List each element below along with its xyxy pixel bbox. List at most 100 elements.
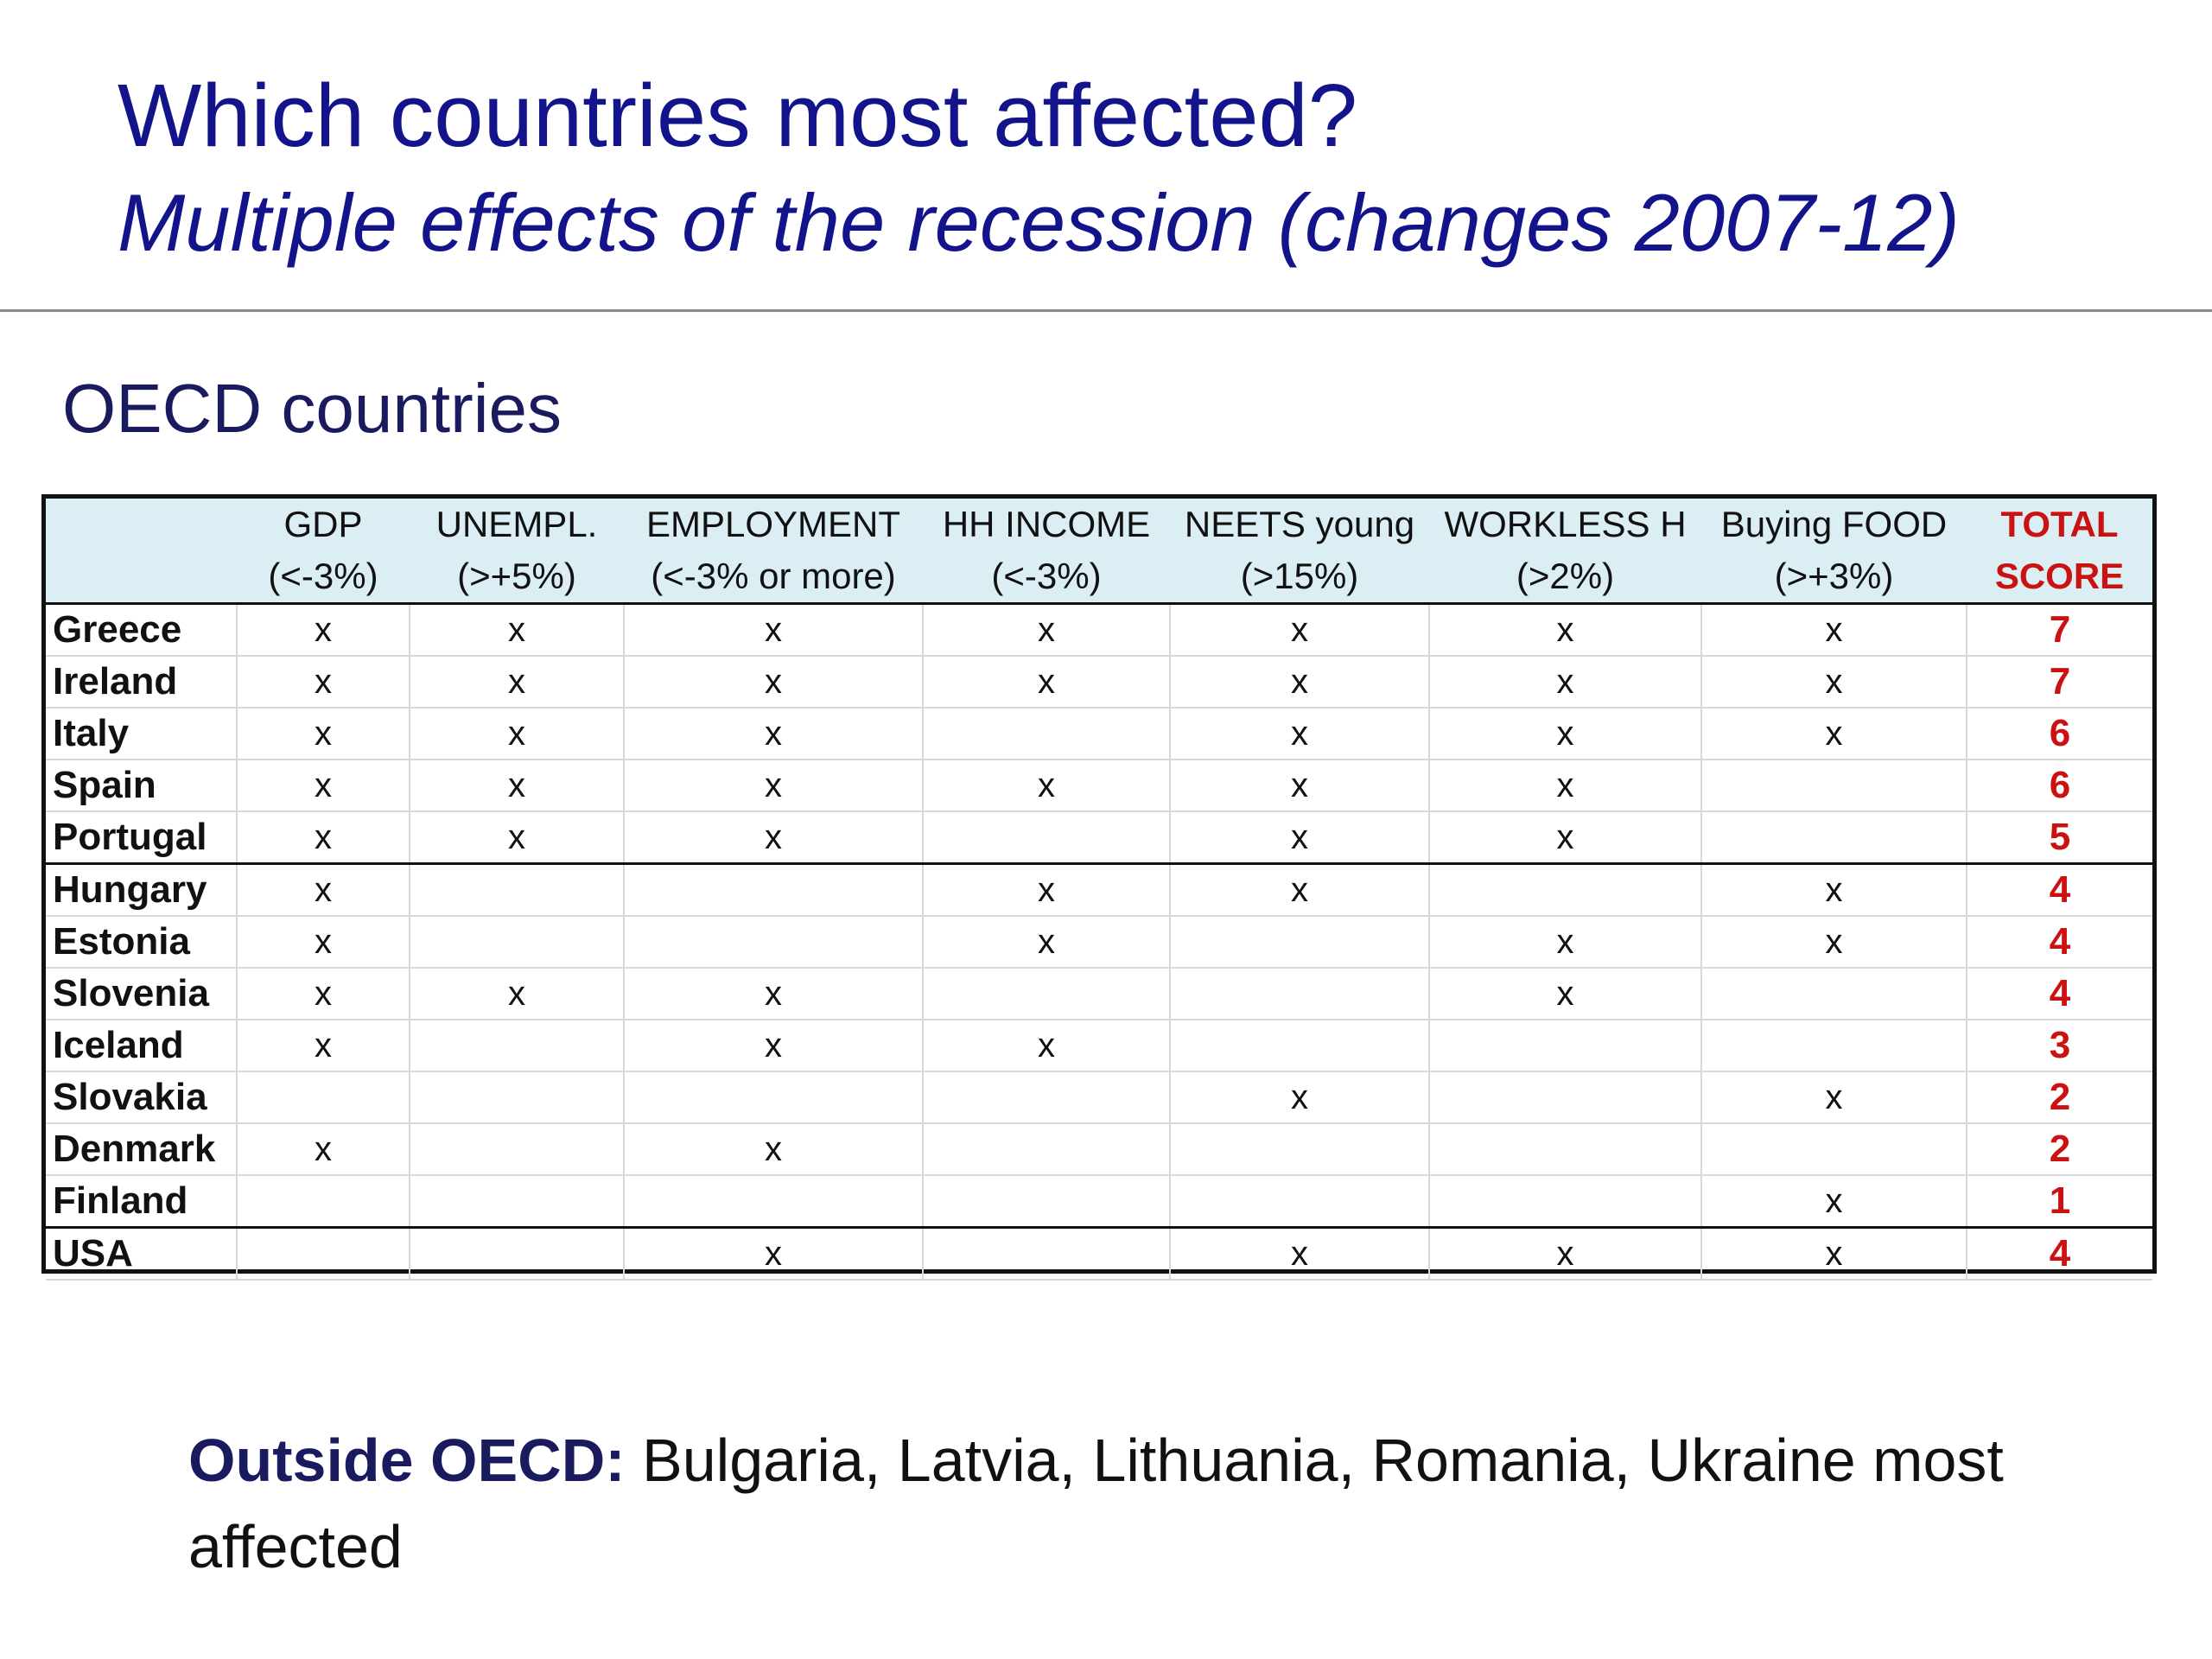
header-unemployment: UNEMPL. (>+5%) (435, 504, 598, 596)
effect-mark-cell: x (236, 1020, 410, 1072)
effect-mark-cell (1169, 968, 1429, 1020)
effect-mark-cell (623, 1175, 923, 1229)
recession-effects-table: GDP (<-3%) UNEMPL. (>+5%) EMPLOYMENT (<-… (41, 494, 2157, 1281)
effect-mark-cell: x (1169, 1226, 1429, 1281)
table-row: Spain x x x x x x 6 (46, 760, 2152, 812)
effect-mark-cell (236, 1071, 410, 1124)
effect-mark-cell: x (236, 968, 410, 1020)
effect-mark-cell: x (1169, 811, 1429, 865)
effect-mark-cell (1428, 862, 1701, 917)
effect-mark-cell: x (623, 811, 923, 865)
effect-mark-cell (1700, 1123, 1967, 1176)
country-name: Slovakia (46, 1071, 237, 1124)
country-name: Italy (46, 708, 237, 760)
effect-mark-cell (1169, 1123, 1429, 1176)
effect-mark-cell: x (1428, 760, 1701, 812)
effect-mark-cell: x (236, 656, 410, 709)
effect-mark-cell (236, 1226, 410, 1281)
effect-mark-cell: x (1428, 916, 1701, 969)
section-label: OECD countries (62, 370, 562, 447)
total-score-cell: 3 (1966, 1020, 2152, 1072)
header-gdp: GDP (<-3%) (268, 504, 378, 596)
table-row: USA x x x x 4 (46, 1226, 2152, 1281)
effect-mark-cell: x (1700, 656, 1967, 709)
effect-mark-cell: x (1428, 968, 1701, 1020)
effect-mark-cell (409, 1175, 624, 1229)
effect-mark-cell (409, 1226, 624, 1281)
total-score-cell: 7 (1966, 603, 2152, 657)
effect-mark-cell (922, 811, 1170, 865)
effect-mark-cell: x (236, 862, 410, 917)
effect-mark-cell: x (1428, 811, 1701, 865)
effect-mark-cell: x (409, 968, 624, 1020)
effect-mark-cell: x (409, 760, 624, 812)
country-name: Iceland (46, 1020, 237, 1072)
effect-mark-cell: x (409, 603, 624, 657)
effect-mark-cell (623, 862, 923, 917)
header-total-score: TOTAL SCORE (1994, 504, 2125, 596)
effect-mark-cell: x (922, 916, 1170, 969)
effect-mark-cell: x (922, 656, 1170, 709)
effect-mark-cell (922, 1175, 1170, 1229)
table-row: Ireland x x x x x x x 7 (46, 656, 2152, 709)
total-score-cell: 4 (1966, 862, 2152, 917)
effect-mark-cell: x (1169, 760, 1429, 812)
effect-mark-cell: x (1428, 656, 1701, 709)
effect-mark-cell (623, 916, 923, 969)
header-workless-households: WORKLESS H (>2%) (1444, 504, 1687, 596)
effect-mark-cell: x (1169, 708, 1429, 760)
total-score-cell: 1 (1966, 1175, 2152, 1229)
effect-mark-cell: x (236, 603, 410, 657)
country-name: Spain (46, 760, 237, 812)
effect-mark-cell: x (1169, 862, 1429, 917)
total-score-cell: 6 (1966, 708, 2152, 760)
effect-mark-cell (1169, 916, 1429, 969)
table-row: Italy x x x x x x 6 (46, 708, 2152, 760)
effect-mark-cell: x (1700, 862, 1967, 917)
footer-note: Outside OECD: Bulgaria, Latvia, Lithuani… (188, 1417, 2089, 1590)
effect-mark-cell: x (1428, 1226, 1701, 1281)
total-score-cell: 2 (1966, 1123, 2152, 1176)
country-name: Ireland (46, 656, 237, 709)
effect-mark-cell (409, 1071, 624, 1124)
slide-subtitle: Multiple effects of the recession (chang… (118, 177, 1960, 268)
table-row: Estonia x x x x 4 (46, 916, 2152, 969)
effect-mark-cell (1700, 760, 1967, 812)
total-score-cell: 4 (1966, 1226, 2152, 1281)
effect-mark-cell: x (922, 1020, 1170, 1072)
header-country (46, 499, 237, 604)
effect-mark-cell: x (409, 811, 624, 865)
effect-mark-cell (1700, 1020, 1967, 1072)
total-score-cell: 5 (1966, 811, 2152, 865)
total-score-cell: 4 (1966, 968, 2152, 1020)
effect-mark-cell (1428, 1071, 1701, 1124)
table-row: Slovenia x x x x 4 (46, 968, 2152, 1020)
effect-mark-cell (1428, 1020, 1701, 1072)
total-score-cell: 4 (1966, 916, 2152, 969)
effect-mark-cell (922, 708, 1170, 760)
effect-mark-cell: x (623, 603, 923, 657)
effect-mark-cell: x (623, 1123, 923, 1176)
effect-mark-cell (409, 862, 624, 917)
country-name: Greece (46, 603, 237, 657)
effect-mark-cell (922, 1123, 1170, 1176)
total-score-cell: 2 (1966, 1071, 2152, 1124)
header-buying-food: Buying FOOD (>+3%) (1720, 504, 1948, 596)
effect-mark-cell (1700, 811, 1967, 865)
table-row: Greece x x x x x x x 7 (46, 603, 2152, 657)
effect-mark-cell: x (1700, 708, 1967, 760)
total-score-cell: 6 (1966, 760, 2152, 812)
effect-mark-cell (922, 1071, 1170, 1124)
effect-mark-cell: x (623, 656, 923, 709)
effect-mark-cell: x (236, 811, 410, 865)
effect-mark-cell: x (236, 1123, 410, 1176)
effect-mark-cell: x (236, 916, 410, 969)
effect-mark-cell: x (922, 603, 1170, 657)
country-name: Hungary (46, 862, 237, 917)
effect-mark-cell: x (409, 708, 624, 760)
effect-mark-cell (409, 916, 624, 969)
effect-mark-cell: x (409, 656, 624, 709)
effect-mark-cell (1428, 1175, 1701, 1229)
effect-mark-cell: x (623, 760, 923, 812)
country-name: USA (46, 1226, 237, 1281)
